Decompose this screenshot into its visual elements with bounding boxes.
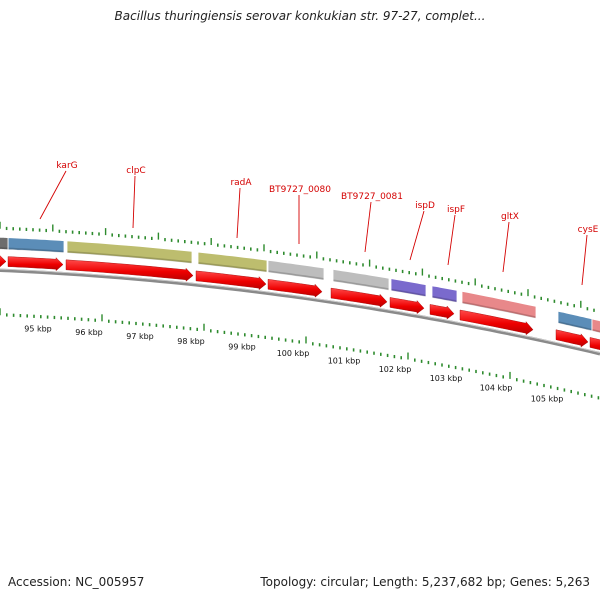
gene-label-leader bbox=[581, 234, 588, 286]
sequence-backbone bbox=[0, 268, 600, 356]
scale-label: 95 kbp bbox=[24, 325, 52, 334]
scale-label: 100 kbp bbox=[277, 349, 310, 358]
cds-arrow[interactable] bbox=[389, 297, 425, 315]
cds-arrow[interactable] bbox=[330, 287, 388, 308]
gene-segment-ispf[interactable] bbox=[431, 285, 458, 303]
scale-label: 97 kbp bbox=[126, 332, 154, 341]
gene-segment-karg[interactable] bbox=[7, 237, 65, 254]
cds-arrow[interactable] bbox=[267, 279, 323, 298]
scale-label: 102 kbp bbox=[379, 365, 412, 374]
cds-arrow[interactable] bbox=[429, 304, 455, 320]
gene-segment-rada[interactable] bbox=[197, 251, 268, 273]
gene-segment-ispd[interactable] bbox=[390, 278, 427, 298]
gene-segment-bt9727-0081[interactable] bbox=[332, 268, 390, 291]
gene-label-clpc[interactable]: clpC bbox=[126, 166, 145, 176]
cds-arrow[interactable] bbox=[0, 255, 7, 268]
map-title: Bacillus thuringiensis serovar konkukian… bbox=[114, 9, 486, 23]
gene-label-bt9727-0081[interactable]: BT9727_0081 bbox=[341, 192, 403, 202]
scale-label: 96 kbp bbox=[75, 328, 103, 337]
gene-label-leader bbox=[447, 214, 456, 266]
cds-arrow[interactable] bbox=[195, 270, 267, 291]
gene-segment-gltx[interactable] bbox=[461, 290, 537, 319]
scale-label: 104 kbp bbox=[480, 384, 513, 393]
accession-label: Accession: NC_005957 bbox=[8, 575, 145, 589]
scale-label: 103 kbp bbox=[430, 374, 463, 383]
scale-label: 99 kbp bbox=[228, 343, 256, 352]
gene-label-karg[interactable]: karG bbox=[56, 161, 77, 171]
gene-label-gltx[interactable]: gltX bbox=[501, 212, 519, 222]
gene-label-leader bbox=[236, 187, 241, 239]
gene-label-leader bbox=[39, 170, 67, 220]
gene-label-ispd[interactable]: ispD bbox=[415, 201, 435, 211]
scale-label: 98 kbp bbox=[177, 337, 205, 346]
cds-arrow[interactable] bbox=[555, 329, 589, 348]
gene-label-leader bbox=[364, 201, 372, 253]
topology-label: Topology: circular; Length: 5,237,682 bp… bbox=[260, 575, 590, 589]
gene-label-leader bbox=[409, 210, 425, 261]
gene-segment-bt9727-0080[interactable] bbox=[267, 259, 325, 281]
cds-arrow[interactable] bbox=[459, 309, 534, 336]
gene-label-leader bbox=[132, 175, 136, 229]
gene-label-ispf[interactable]: ispF bbox=[447, 205, 465, 215]
gene-label-cyse[interactable]: cysE bbox=[578, 225, 599, 235]
gene-segment-partial[interactable] bbox=[591, 318, 600, 336]
cds-arrow[interactable] bbox=[589, 337, 600, 352]
gene-segment-edge[interactable] bbox=[0, 236, 9, 250]
cds-arrow[interactable] bbox=[7, 256, 64, 272]
scale-label: 101 kbp bbox=[328, 357, 361, 366]
gene-label-bt9727-0080[interactable]: BT9727_0080 bbox=[269, 185, 331, 195]
cds-arrow[interactable] bbox=[65, 259, 194, 282]
gene-segment-clpc[interactable] bbox=[66, 240, 193, 264]
gene-label-rada[interactable]: radA bbox=[230, 178, 252, 188]
scale-label: 105 kbp bbox=[531, 394, 564, 403]
gene-label-leader bbox=[502, 221, 510, 273]
